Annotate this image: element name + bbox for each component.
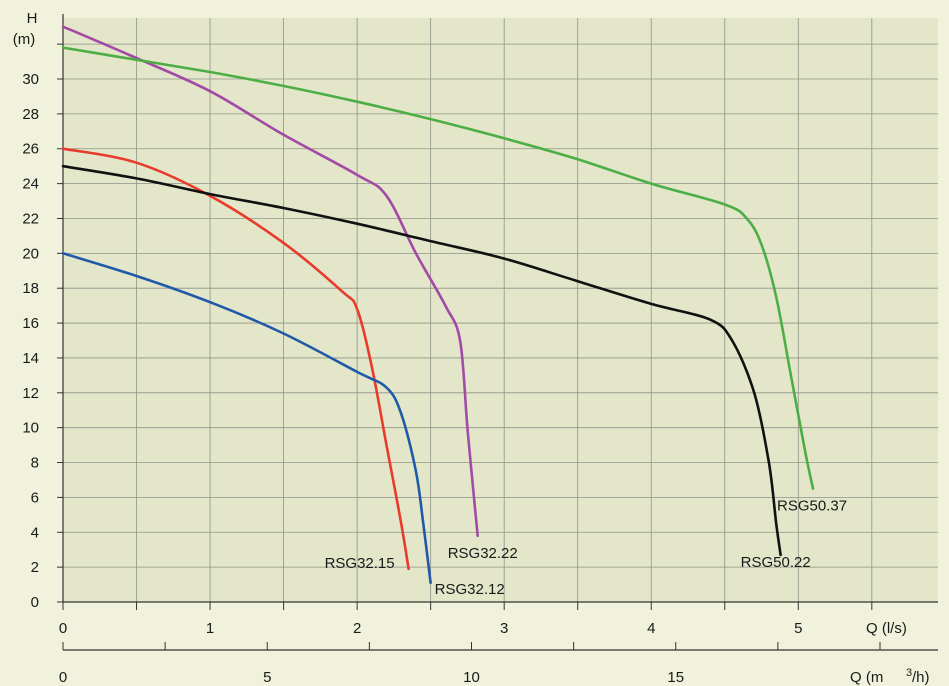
y-tick-label: 30 — [22, 71, 39, 88]
x-tick-label: 0 — [59, 620, 67, 637]
y-tick-label: 28 — [22, 106, 39, 123]
y-tick-label: 16 — [22, 315, 39, 332]
series-line-rsg32-15 — [61, 147, 410, 571]
series-label-rsg32-15: RSG32.15 — [325, 555, 395, 572]
x-tick-label: 3 — [500, 620, 508, 637]
y-tick-label: 12 — [22, 385, 39, 402]
plot-area — [63, 18, 938, 602]
series-group — [61, 25, 815, 585]
x2-axis-title: Q (m — [850, 669, 883, 686]
y-tick-label: 20 — [22, 245, 39, 262]
series-line-rsg32-12 — [61, 252, 432, 585]
series-line-rsg50-22 — [61, 164, 782, 557]
x2-tick-label: 0 — [59, 669, 67, 686]
x2-tick-label: 10 — [463, 669, 480, 686]
y-tick-label: 4 — [31, 524, 39, 541]
grid — [62, 18, 938, 603]
y-tick-label: 10 — [22, 420, 39, 437]
x2-tick-label: 5 — [263, 669, 271, 686]
y-tick-label: 26 — [22, 141, 39, 158]
y-axis-title: H — [27, 10, 38, 27]
y-tick-label: 18 — [22, 280, 39, 297]
y-tick-label: 14 — [22, 350, 39, 367]
series-line-rsg50-37 — [61, 46, 815, 490]
series-line-rsg32-22 — [61, 25, 479, 538]
x-tick-label: 2 — [353, 620, 361, 637]
x2-tick-label: 15 — [667, 669, 684, 686]
y-tick-label: 0 — [31, 594, 39, 611]
x-tick-label: 5 — [794, 620, 802, 637]
x-axis-title: Q (l/s) — [866, 620, 907, 637]
y-tick-label: 2 — [31, 559, 39, 576]
y-axis-unit: (m) — [13, 31, 36, 48]
x-tick-label: 1 — [206, 620, 214, 637]
x2-axis-title-sup: 3 — [906, 667, 912, 679]
x-tick-label: 4 — [647, 620, 655, 637]
series-label-rsg50-22: RSG50.22 — [741, 554, 811, 571]
labels-group: RSG32.15 RSG32.12 RSG32.22 RSG50.22 RSG50.37 — [325, 498, 847, 598]
y-tick-label: 22 — [22, 210, 39, 227]
series-label-rsg32-22: RSG32.22 — [448, 545, 518, 562]
series-label-rsg50-37: RSG50.37 — [777, 498, 847, 515]
x2-axis-title-end: /h) — [912, 669, 930, 686]
y-tick-label: 6 — [31, 489, 39, 506]
y-tick-label: 8 — [31, 455, 39, 472]
y-tick-label: 24 — [22, 176, 39, 193]
series-label-rsg32-12: RSG32.12 — [435, 581, 505, 598]
